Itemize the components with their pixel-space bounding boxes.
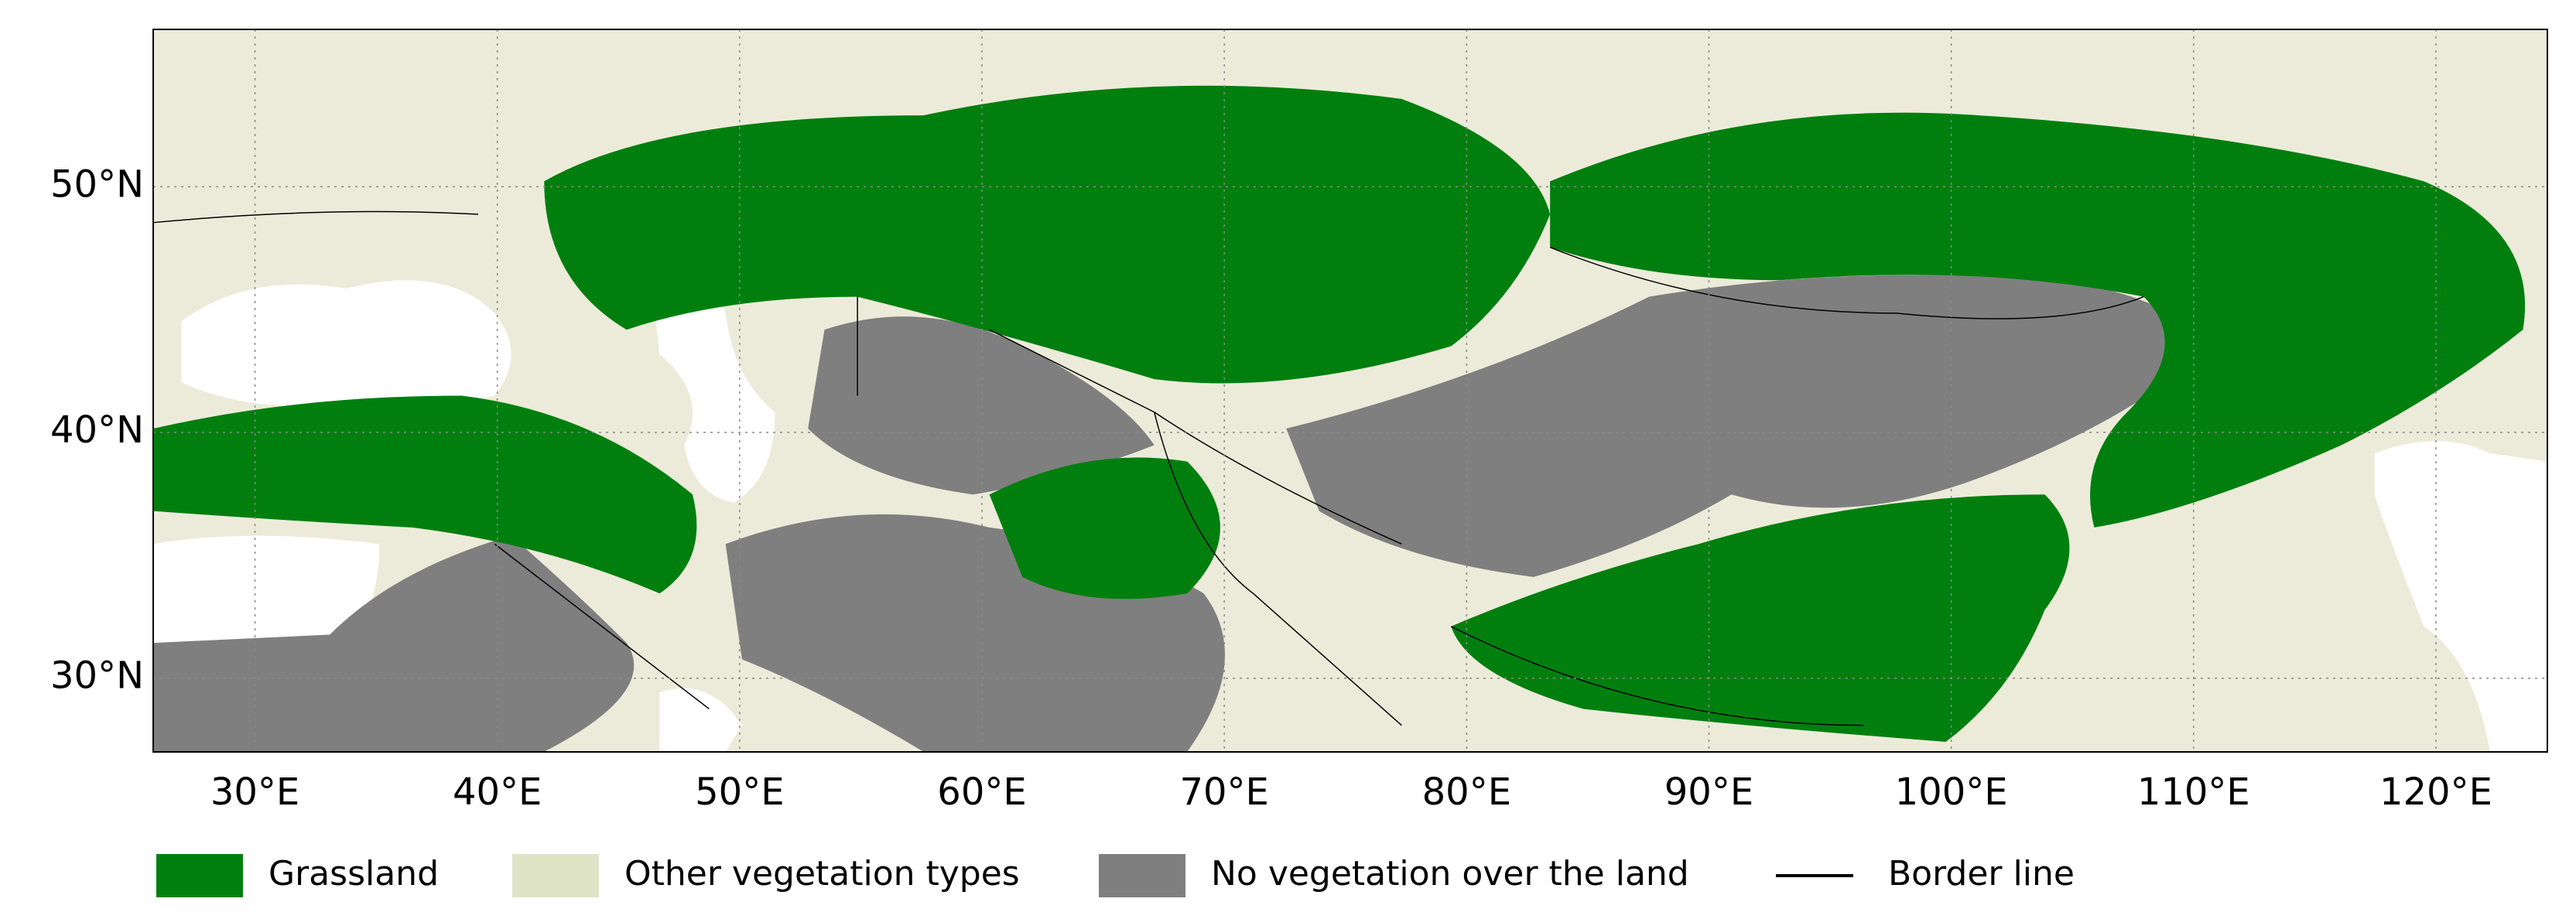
legend-swatch [156,854,243,897]
x-tick-label: 70°E [1179,770,1268,814]
afghan-grassland [989,457,1220,600]
persian-gulf [659,688,742,752]
border-lines [153,210,2144,726]
tarim-gobi-desert [1286,275,2195,577]
x-tick-label: 100°E [1895,770,2008,814]
x-tick-label: 110°E [2137,770,2250,814]
anatolia-grassland [153,395,697,594]
tibet-grassland [1451,494,2070,742]
map-shapes [153,85,2547,752]
x-tick-label: 50°E [695,770,784,814]
axes: 30°E 40°E 50°E 60°E 70°E 80°E 90°E 100°E 110°E 12… [50,29,2547,814]
x-tick-label: 90°E [1664,770,1753,814]
legend-label: Grassland [269,854,439,893]
caspian-sea [651,272,775,503]
x-tick-label: 120°E [2379,770,2492,814]
y-tick-label: 50°N [50,162,144,206]
legend-label: No vegetation over the land [1211,854,1689,893]
map-body [153,29,2547,752]
y-tick-label: 30°N [50,654,144,698]
legend-label: Border line [1888,854,2075,893]
map-frame [152,29,2548,753]
mediterranean-sea [153,535,380,647]
yellow-sea [2374,441,2547,752]
legend-swatch [512,854,599,897]
black-sea [181,280,511,411]
x-tick-label: 40°E [453,770,542,814]
y-tick-label: 40°N [50,408,144,452]
kazakh-steppe [544,85,1551,384]
arabia-desert [153,535,635,752]
mongolia-grassland [1550,112,2526,528]
karakum-desert [808,316,1155,495]
legend: Grassland Other vegetation types No vegeta… [156,854,2075,897]
x-tick-label: 30°E [210,770,299,814]
legend-label: Other vegetation types [624,854,1020,893]
legend-swatch [1099,854,1185,897]
x-tick-label: 60°E [937,770,1026,814]
x-tick-label: 80°E [1422,770,1511,814]
